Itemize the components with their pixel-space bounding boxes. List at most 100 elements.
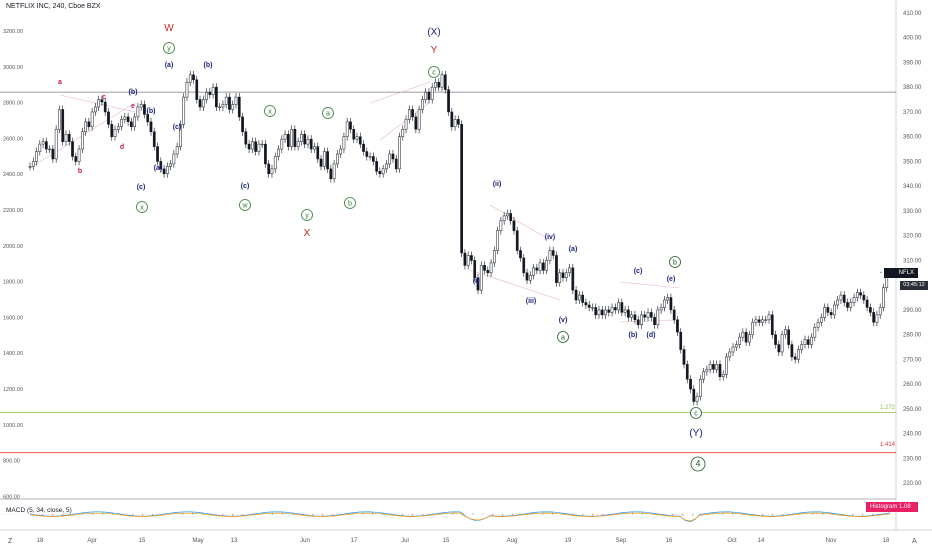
candle-body [829,312,833,316]
candle-body [113,129,117,137]
candle-body [414,116,418,130]
x-tick-label: Sep [616,538,627,544]
candle-body [738,336,741,345]
circled-wave-label-x: x [268,109,272,116]
bar-countdown: 03:45:12 [900,281,928,290]
y-right-tick-label: 270.00 [903,357,922,363]
candle-body [447,89,450,113]
candle-body [790,344,794,358]
candle-body [708,364,712,370]
candle-body [313,146,316,150]
y-right-tick-label: 260.00 [903,382,922,388]
x-tick-label: 15 [443,538,450,544]
histogram-bar [502,514,504,516]
candle-body [748,334,751,343]
candle-body [424,91,428,100]
histogram-bar [462,512,464,515]
candle-body [237,96,241,118]
candle-body [509,213,513,222]
candle-body [188,74,192,83]
candle-body [208,91,212,95]
chart-title: NETFLIX INC, 240, Cboe BZX [6,3,101,10]
candle-body [780,334,784,353]
circled-wave-marker [428,66,440,78]
candle-body [218,106,222,109]
candle-body [574,289,578,301]
candle-body [496,230,499,251]
candle-body [77,148,81,162]
histogram-bar [142,514,144,516]
candle-body [463,252,467,266]
y-right-tick-label: 320.00 [903,234,922,240]
trendline [469,269,561,301]
candle-body [633,314,637,321]
candle-body [532,267,535,276]
candle-body [293,129,297,147]
histogram-label: Histogram [870,504,898,510]
candle-body [839,294,843,301]
histogram-bar [742,513,744,515]
candle-body [492,250,496,264]
candle-body [87,121,91,128]
candle-body [84,121,87,132]
histogram-bar [672,514,674,516]
histogram-bar [332,514,334,516]
candle-body [401,129,405,137]
histogram-bar [82,513,84,515]
candle-body [797,349,800,360]
candle-body [71,141,74,157]
timezone-icon[interactable]: Z [8,538,13,545]
wave-label-b: (b) [147,108,156,115]
candle-body [228,96,231,110]
y-left-tick-label: 2600.00 [3,136,23,142]
candle-body [64,133,68,142]
candle-body [103,101,107,113]
histogram-bar [232,514,234,516]
y-right-tick-label: 410.00 [903,11,922,17]
candle-body [130,121,133,128]
histogram-bar [862,514,864,516]
wave-label-b: (b) [129,89,138,96]
candle-body [277,148,280,157]
candle-body [875,314,879,323]
macd-indicator-label[interactable]: MACD (5, 34, close, 5) [6,507,72,514]
histogram-bar [242,514,244,516]
histogram-bar [92,512,94,515]
candle-body [761,319,764,323]
candle-body [385,163,388,170]
candle-body [165,166,169,175]
candle-body [28,166,32,168]
candle-body [224,96,228,105]
y-left-tick-label: 800.00 [3,459,20,465]
histogram-bar [542,512,544,515]
candle-body [326,151,329,170]
x-tick-label: 16 [666,538,673,544]
circled-wave-label-x: x [140,205,144,212]
candle-body [538,262,542,271]
candle-body [578,294,581,301]
histogram-bar [532,513,534,515]
histogram-bar [492,514,494,516]
histogram-bar [182,512,184,515]
candle-body [646,312,650,318]
candle-body [542,262,545,271]
histogram-bar [352,513,354,515]
candle-body [859,292,862,296]
wave-label-c: (c) [634,268,643,275]
candle-body [316,146,320,160]
histogram-bar [172,513,174,515]
x-tick-label: Jul [401,538,409,544]
auto-scale-button[interactable]: A [912,538,917,545]
candle-body [489,262,493,274]
histogram-bar [682,514,684,516]
candle-body [319,158,323,167]
candle-body [712,364,715,370]
candle-body [767,314,771,321]
y-right-tick-label: 310.00 [903,258,922,264]
histogram-bar [792,514,794,515]
candle-body [679,331,683,350]
x-tick-label: 18 [37,538,44,544]
y-right-tick-label: 230.00 [903,456,922,462]
y-right-tick-label: 250.00 [903,407,922,413]
histogram-bar [132,514,134,516]
